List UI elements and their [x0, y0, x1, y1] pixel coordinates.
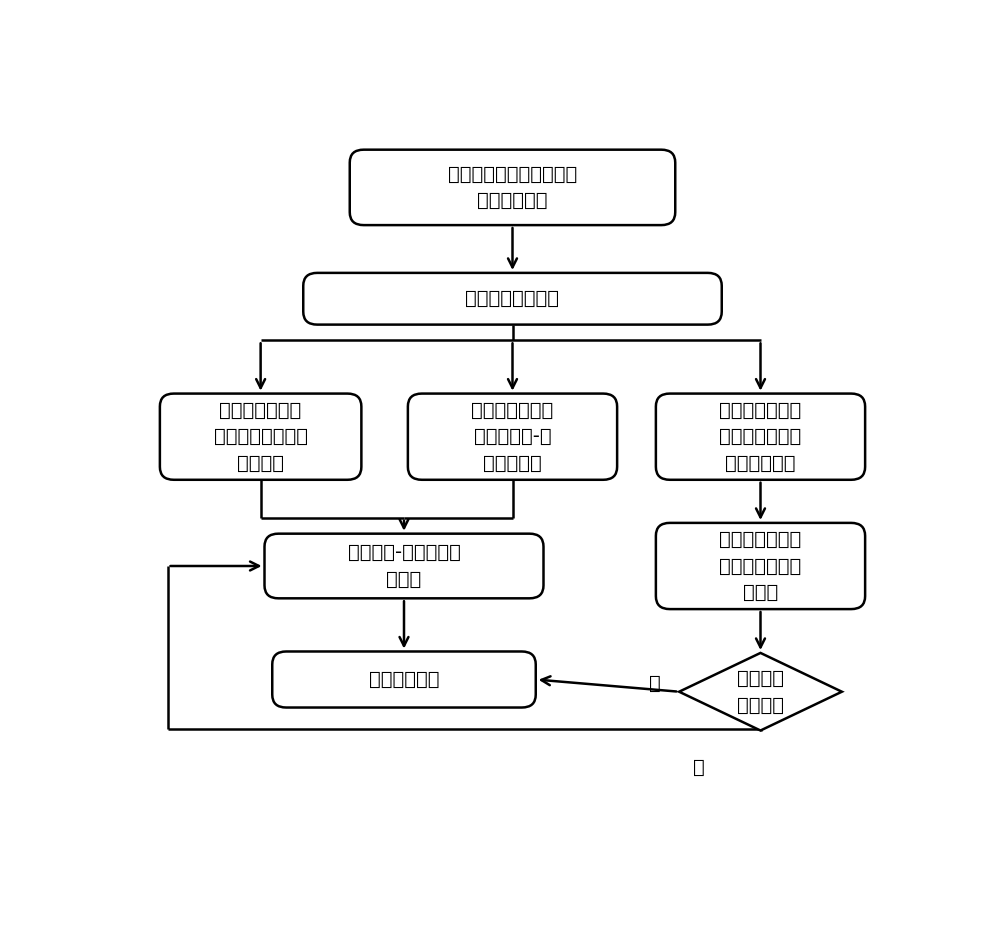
- Text: 加宽轴承内圈，布置电涡
流位移传感器: 加宽轴承内圈，布置电涡 流位移传感器: [448, 164, 577, 210]
- Text: 构建孤立森林模
型，识别接触状
态改变: 构建孤立森林模 型，识别接触状 态改变: [719, 530, 802, 602]
- FancyBboxPatch shape: [272, 651, 536, 707]
- Text: 是: 是: [693, 758, 704, 776]
- FancyBboxPatch shape: [160, 394, 361, 480]
- FancyBboxPatch shape: [303, 272, 722, 325]
- FancyBboxPatch shape: [264, 534, 544, 598]
- FancyBboxPatch shape: [656, 394, 865, 480]
- Text: 监测轴承静态位移: 监测轴承静态位移: [466, 289, 560, 308]
- Text: 静态位移-载荷关系模
型标定: 静态位移-载荷关系模 型标定: [348, 543, 460, 589]
- FancyBboxPatch shape: [408, 394, 617, 480]
- Text: 轴承接触
状态异常: 轴承接触 状态异常: [737, 669, 784, 715]
- FancyBboxPatch shape: [656, 522, 865, 609]
- FancyBboxPatch shape: [350, 149, 675, 225]
- Text: 构建图神经网络
模型，挖掘监测
参数关联关系: 构建图神经网络 模型，挖掘监测 参数关联关系: [719, 400, 802, 473]
- Text: 基于拟静力学构
建静态位移-载
荷关系模型: 基于拟静力学构 建静态位移-载 荷关系模型: [471, 400, 554, 473]
- Text: 输出轴承载荷: 输出轴承载荷: [369, 670, 439, 689]
- Text: 不同载荷、转速
下轴承静态位移、
载荷数据: 不同载荷、转速 下轴承静态位移、 载荷数据: [214, 400, 308, 473]
- Polygon shape: [679, 653, 842, 731]
- Text: 否: 否: [649, 674, 661, 692]
